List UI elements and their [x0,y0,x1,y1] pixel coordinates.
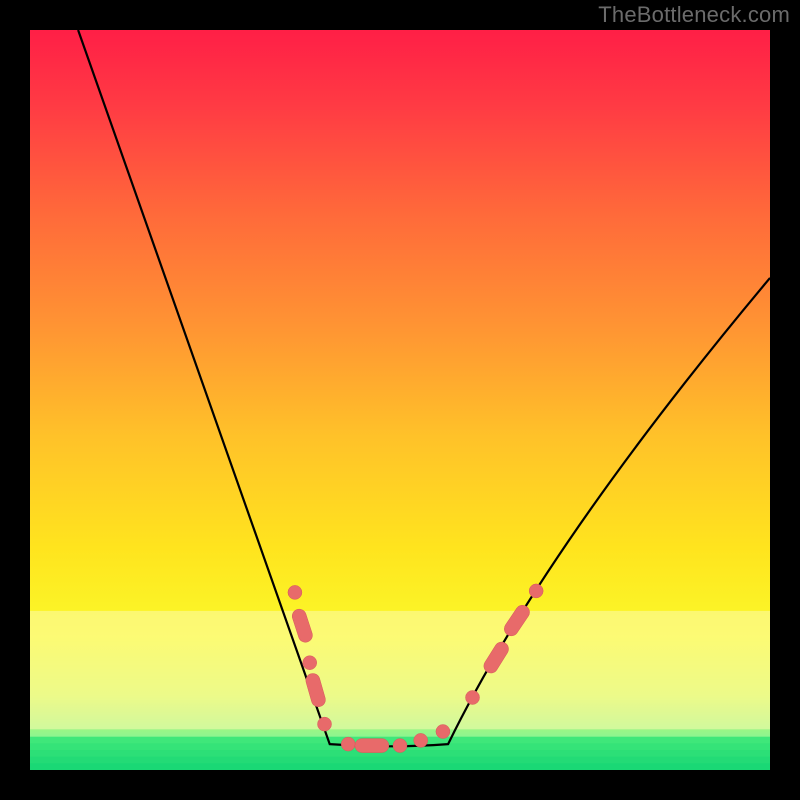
chart-frame: { "watermark": { "text": "TheBottleneck.… [0,0,800,800]
curve-marker-dot [288,585,302,599]
pale-yellow-band [30,611,770,729]
watermark-text: TheBottleneck.com [598,2,790,28]
curve-marker-dot [318,717,332,731]
curve-marker-dot [393,739,407,753]
curve-marker-dot [466,690,480,704]
curve-marker-dot [436,725,450,739]
curve-marker-dot [529,584,543,598]
curve-marker-pill [355,739,389,753]
chart-svg [0,0,800,800]
curve-marker-dot [303,656,317,670]
curve-marker-dot [414,733,428,747]
curve-marker-dot [341,737,355,751]
